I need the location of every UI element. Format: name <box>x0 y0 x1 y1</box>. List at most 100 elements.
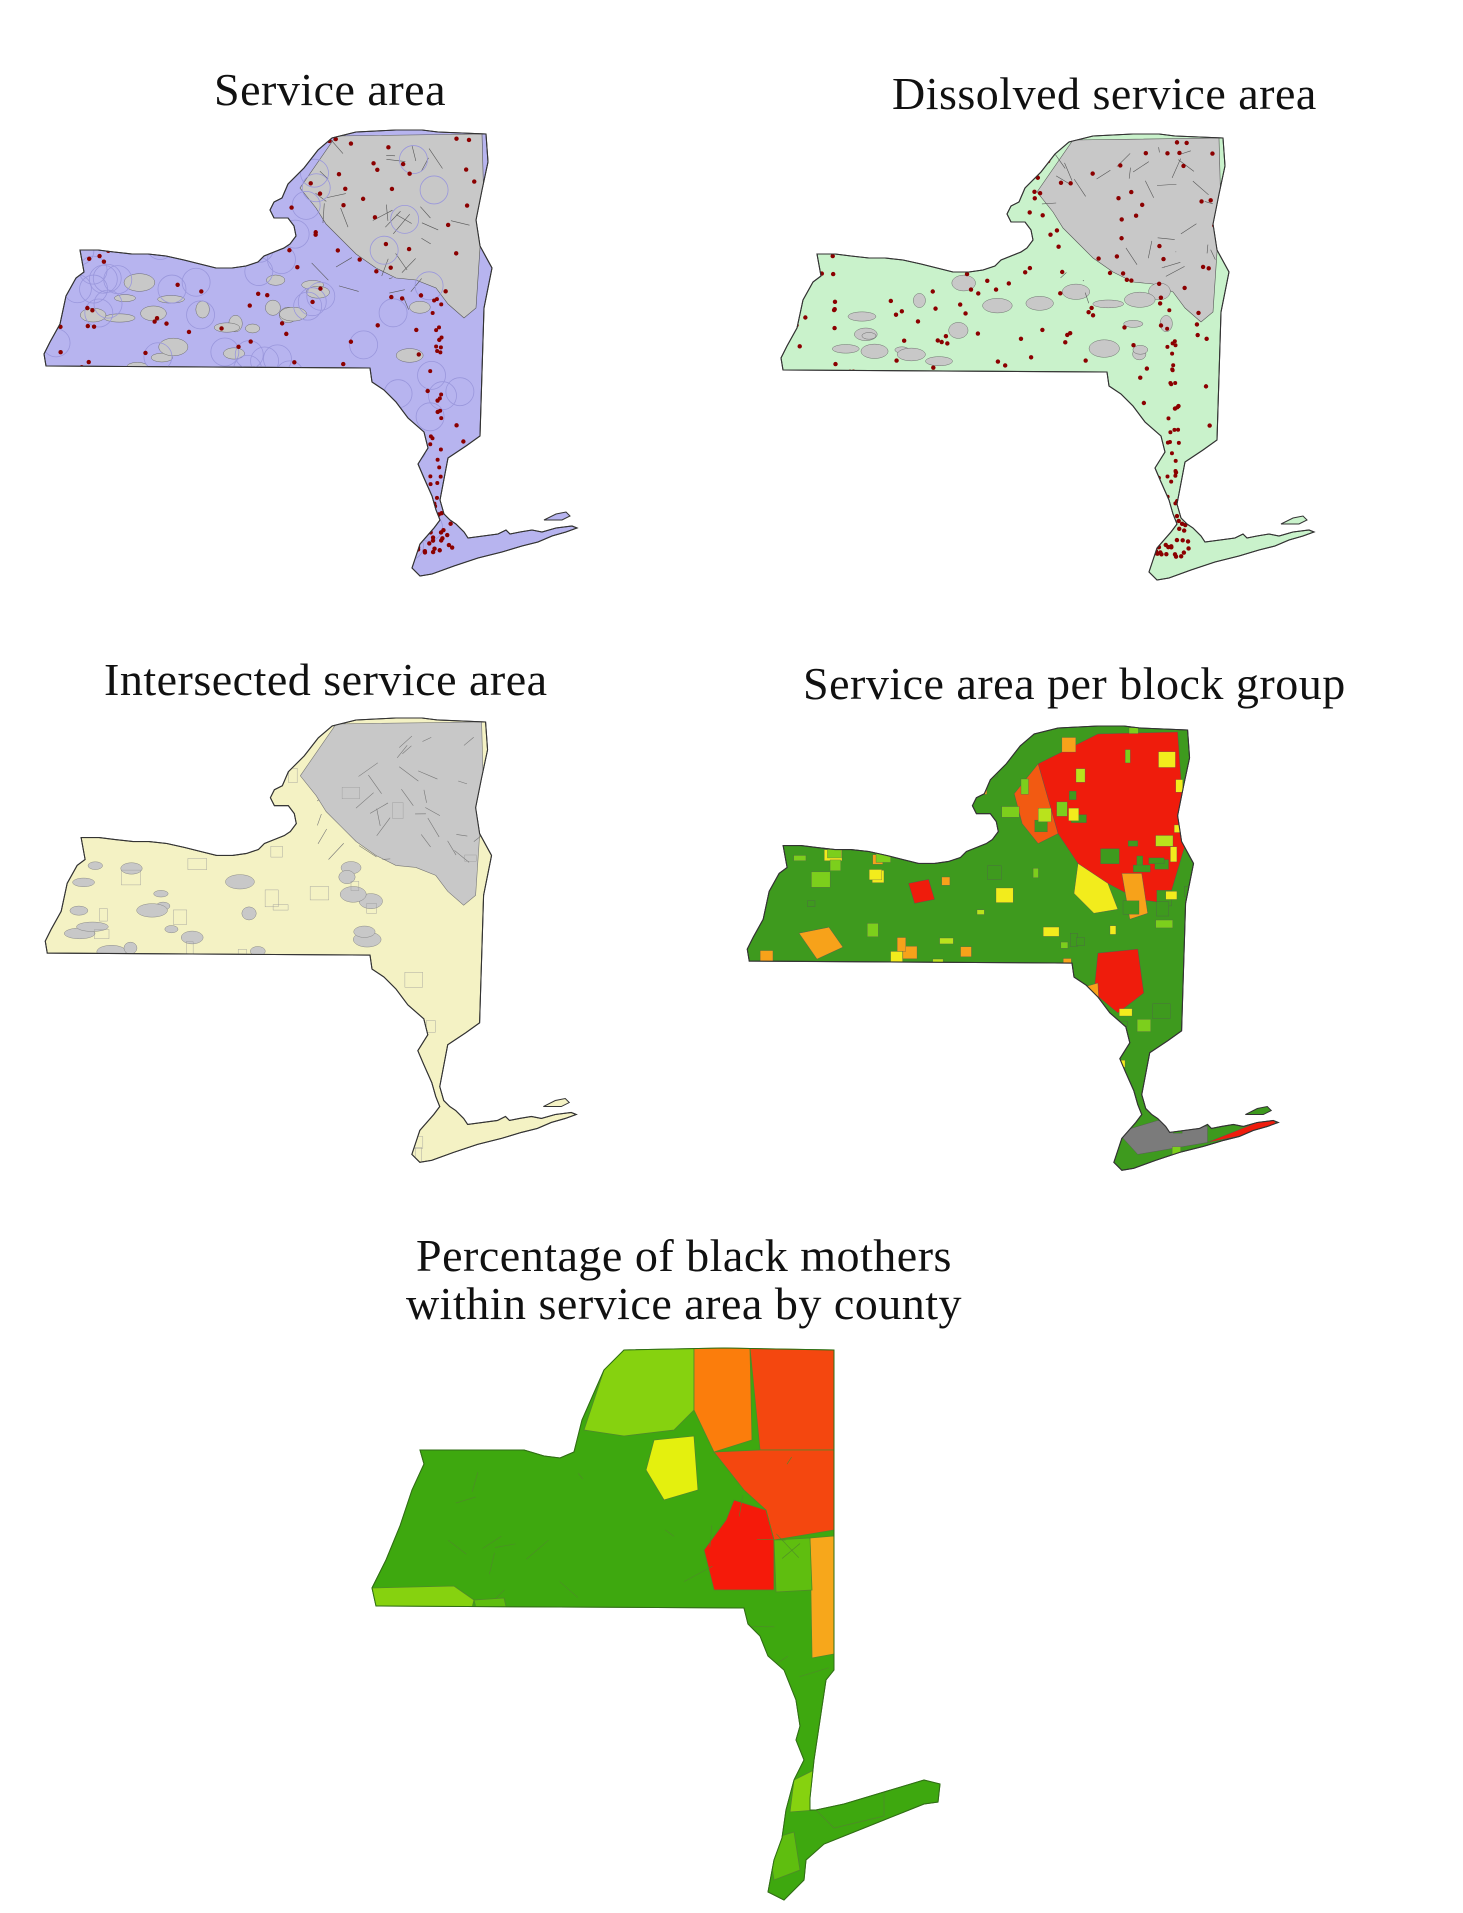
block-group-outline <box>187 858 207 870</box>
facility-point <box>90 308 95 313</box>
facility-point <box>1118 163 1123 168</box>
facility-point <box>1041 470 1047 475</box>
boundary-line <box>1132 161 1149 173</box>
facility-point <box>1194 322 1200 327</box>
uncovered-patch <box>157 295 185 304</box>
facility-point <box>1028 355 1034 360</box>
uncovered-patch <box>860 343 889 359</box>
facility-point <box>435 457 440 462</box>
boundary-line <box>422 737 432 742</box>
facility-point <box>357 257 362 262</box>
facility-point <box>150 199 155 204</box>
facility-point <box>1022 446 1027 451</box>
facility-point <box>1088 514 1093 520</box>
block-group-patch <box>1082 1019 1099 1025</box>
boundary-line <box>1145 180 1154 198</box>
service-buffer <box>118 396 148 426</box>
boundary-line <box>1157 237 1175 240</box>
block-group-outline <box>288 768 298 783</box>
county-border <box>761 1690 792 1702</box>
boundary-line <box>425 807 441 816</box>
facility-point <box>360 196 366 202</box>
boundary-line <box>1165 266 1185 277</box>
facility-point <box>929 216 934 221</box>
facility-point <box>428 474 433 479</box>
facility-point <box>920 487 925 493</box>
facility-point <box>968 287 974 292</box>
facility-point <box>834 415 840 421</box>
facility-point <box>438 408 443 413</box>
boundary-line <box>1171 158 1181 179</box>
facility-point <box>154 315 160 321</box>
block-group-patch <box>939 1033 951 1048</box>
service-buffer <box>77 217 107 247</box>
county-border <box>624 1657 652 1673</box>
service-buffer <box>281 499 310 528</box>
facility-point <box>830 253 835 259</box>
block-group-patch <box>827 831 841 840</box>
facility-point <box>402 509 407 515</box>
facility-point <box>152 319 157 324</box>
block-group-outline <box>228 822 241 833</box>
facility-point <box>1165 344 1170 349</box>
facility-point <box>216 238 222 244</box>
county-border <box>375 1451 402 1457</box>
facility-point <box>265 292 270 298</box>
facility-point <box>170 371 175 376</box>
boundary-line <box>423 789 427 803</box>
facility-point <box>1063 340 1068 345</box>
block-group-patch <box>995 887 1014 903</box>
facility-point <box>262 424 268 429</box>
facility-point <box>865 245 870 250</box>
block-group-patch <box>1119 1008 1133 1017</box>
facility-point <box>892 177 897 182</box>
facility-point <box>923 226 929 231</box>
facility-point <box>1178 554 1184 559</box>
block-group-patch <box>902 946 918 959</box>
facility-point <box>144 202 149 207</box>
block-group-outline <box>365 994 380 1009</box>
uncovered-patch <box>96 945 127 959</box>
facility-point <box>389 294 394 300</box>
facility-point <box>785 213 791 218</box>
boundary-line <box>427 817 440 838</box>
boundary-line <box>319 170 329 180</box>
facility-point <box>1152 527 1158 533</box>
facility-point <box>430 516 435 521</box>
facility-point <box>118 438 124 443</box>
facility-point <box>453 251 459 256</box>
facility-point <box>237 201 242 206</box>
service-buffer <box>176 197 206 227</box>
boundary-line <box>1210 249 1216 260</box>
block-group-patch <box>970 1101 990 1108</box>
service-buffer <box>349 330 379 360</box>
facility-point <box>313 232 318 237</box>
block-group-patch <box>829 859 841 871</box>
map-service-area-per-block-group <box>746 725 1280 1171</box>
facility-point <box>833 379 839 385</box>
facility-point <box>335 248 341 253</box>
boundary-line <box>456 834 468 837</box>
block-group-patch <box>1136 1019 1151 1032</box>
state-border <box>371 1347 941 1901</box>
block-group-patch <box>798 1065 807 1071</box>
block-group-patch <box>898 801 913 807</box>
facility-point <box>219 326 224 331</box>
facility-point <box>1158 323 1164 328</box>
facility-point <box>441 527 446 533</box>
block-group-patch <box>867 923 879 937</box>
facility-point <box>439 392 444 397</box>
uncovered-patch <box>241 906 257 921</box>
facility-point <box>1158 295 1164 300</box>
service-buffer <box>200 502 230 532</box>
facility-point <box>1184 140 1189 146</box>
block-group-outline <box>404 972 423 988</box>
block-group-outline <box>392 802 404 819</box>
facility-point <box>91 324 97 329</box>
uncovered-patch <box>897 347 926 362</box>
facility-point <box>438 538 444 543</box>
block-group-patch <box>1098 1091 1107 1099</box>
uncovered-patch <box>153 890 169 898</box>
facility-point <box>377 415 383 421</box>
long-island-tip <box>543 511 571 521</box>
